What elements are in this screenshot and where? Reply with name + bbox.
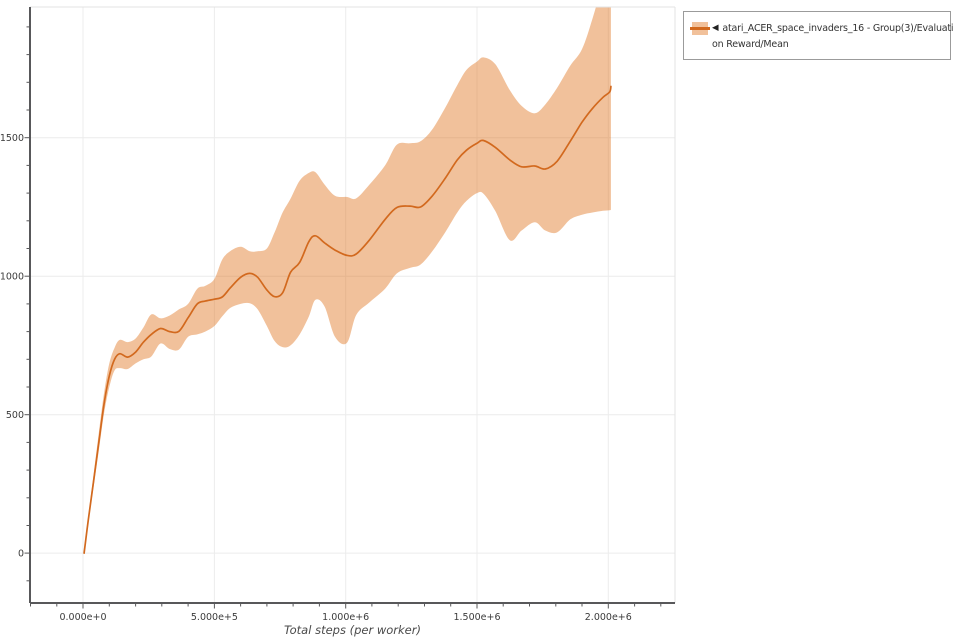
y-tick-label: 0 — [18, 548, 24, 559]
y-tick-label: 1000 — [0, 271, 24, 282]
x-tick-label: 1.500e+6 — [453, 612, 500, 623]
mean-line — [83, 85, 612, 554]
x-axis-title: Total steps (per worker) — [284, 623, 421, 637]
x-tick-label: 0.000e+0 — [59, 612, 106, 623]
legend-series-label: atari_ACER_space_invaders_16 - Group(3)/… — [722, 23, 954, 34]
y-tick-label: 1500 — [0, 133, 24, 144]
x-tick-label: 5.000e+5 — [191, 612, 238, 623]
legend-series-label-wrap: on Reward/Mean — [712, 39, 789, 50]
x-tick-label: 1.000e+6 — [322, 612, 369, 623]
confidence-band — [84, 7, 611, 554]
legend-collapse-icon[interactable]: ◀ — [712, 23, 719, 34]
x-tick-label: 2.000e+6 — [585, 612, 632, 623]
legend-box: ◀ atari_ACER_space_invaders_16 - Group(3… — [683, 11, 954, 60]
y-tick-label: 500 — [6, 410, 24, 421]
legend-item[interactable]: ◀ atari_ACER_space_invaders_16 - Group(3… — [690, 22, 954, 35]
series-swatch-line — [690, 27, 710, 30]
series-swatch-icon — [690, 22, 710, 35]
